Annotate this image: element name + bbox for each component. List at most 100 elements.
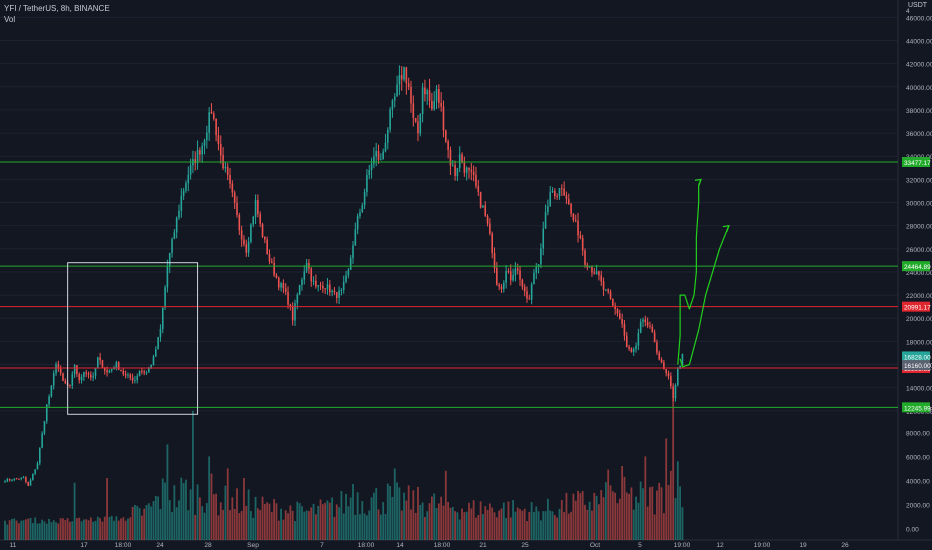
candle-body xyxy=(653,332,656,343)
volume-bar xyxy=(73,482,76,540)
candle-body xyxy=(73,365,76,374)
candle-body xyxy=(681,354,684,366)
volume-bar xyxy=(598,504,600,540)
candle-body xyxy=(180,195,183,211)
candle-body xyxy=(521,279,524,287)
candle-body xyxy=(526,291,528,299)
volume-bar xyxy=(570,511,572,540)
volume-bar xyxy=(600,490,603,540)
candle-body xyxy=(382,151,384,160)
price-tick-label: 42000.00 xyxy=(906,62,932,69)
candle-body xyxy=(4,481,6,483)
volume-bar xyxy=(20,520,23,540)
candle-body xyxy=(194,159,197,164)
horizontal-levels[interactable] xyxy=(0,161,898,408)
candle-body xyxy=(291,306,294,321)
price-badge-label: 33477.17 xyxy=(904,160,931,167)
volume-bar xyxy=(419,504,422,540)
volume-bar xyxy=(451,506,454,540)
candle-body xyxy=(380,159,382,161)
candle-body xyxy=(579,235,582,239)
volume-bar xyxy=(488,503,491,540)
volume-bar xyxy=(359,514,361,540)
candle-body xyxy=(25,477,27,482)
volume-bar xyxy=(366,515,368,540)
volume-bar xyxy=(335,504,338,540)
volume-bar xyxy=(361,501,364,540)
volume-bar xyxy=(11,518,13,540)
volume-bar xyxy=(143,508,146,540)
candle-body xyxy=(632,349,635,352)
volume-bar xyxy=(540,520,542,540)
volume-bar xyxy=(379,514,382,540)
candle-body xyxy=(322,285,324,289)
candle-body xyxy=(363,191,366,206)
candle-body xyxy=(27,481,29,486)
volume-bar xyxy=(27,518,30,540)
candle-body xyxy=(287,291,289,305)
volume-bar xyxy=(484,506,487,540)
volume-bar xyxy=(382,502,385,540)
volume-bar xyxy=(71,521,74,540)
volume-bar xyxy=(581,490,584,540)
volume-bar xyxy=(164,482,166,540)
candle-body xyxy=(329,284,331,293)
volume-bar xyxy=(354,514,357,540)
volume-bar xyxy=(254,496,257,540)
candle-body xyxy=(435,89,438,102)
candle-body xyxy=(484,205,487,216)
candle-body xyxy=(373,156,375,164)
volume-bar xyxy=(303,511,306,540)
price-badge xyxy=(902,301,930,312)
volume-bar xyxy=(305,510,308,540)
volume-bar xyxy=(196,484,199,540)
volume-bar xyxy=(231,497,234,540)
volume-bar xyxy=(113,520,115,540)
hand-drawn-arrows[interactable] xyxy=(677,178,730,368)
volume-bar xyxy=(630,487,633,540)
candle-body xyxy=(113,368,115,370)
volume-bar xyxy=(635,496,637,540)
candle-body xyxy=(572,213,575,221)
volume-bar xyxy=(328,502,331,540)
candle-body xyxy=(377,151,380,160)
candle-body xyxy=(405,67,408,84)
candle-body xyxy=(92,376,94,378)
candle-body xyxy=(85,372,87,374)
volume-bar xyxy=(377,509,380,540)
time-tick-label: 24 xyxy=(156,542,164,549)
candle-body xyxy=(20,477,23,479)
volume-bar xyxy=(477,515,480,540)
volume-bar xyxy=(591,510,593,540)
volume-bar xyxy=(430,496,433,540)
volume-bar xyxy=(36,523,39,540)
time-tick-label: 11 xyxy=(10,542,17,549)
price-badge xyxy=(902,261,930,272)
volume-bar xyxy=(226,468,229,540)
volume-bar xyxy=(674,498,677,540)
volume-bar xyxy=(479,501,482,540)
volume-bar xyxy=(639,481,642,540)
volume-bar xyxy=(475,517,477,540)
candle-body xyxy=(628,346,630,349)
candle-body xyxy=(247,241,250,253)
time-tick-label: 19:00 xyxy=(674,542,691,549)
volume-bar xyxy=(442,505,445,540)
candle-body xyxy=(393,96,396,101)
volume-bar xyxy=(637,502,640,540)
time-tick-label: Oct xyxy=(590,542,600,549)
range-rectangle[interactable] xyxy=(67,262,199,415)
time-axis[interactable]: 11 17 18:00 24 28 Sep 7 18:00 14 18:00 21 25 Oct 5 19:… xyxy=(10,542,849,549)
volume-bar xyxy=(660,487,663,540)
volume-bar xyxy=(280,508,282,540)
candle-body xyxy=(551,190,554,193)
volume-bar xyxy=(542,511,545,540)
price-axis[interactable]: 12000.0014000.0016000.0018000.0020000.00… xyxy=(902,8,932,533)
candle-body xyxy=(129,374,132,378)
candle-body xyxy=(11,479,13,481)
candle-body xyxy=(208,112,210,133)
candle-body xyxy=(238,214,241,231)
candle-body xyxy=(356,216,359,230)
candle-body xyxy=(535,266,538,273)
